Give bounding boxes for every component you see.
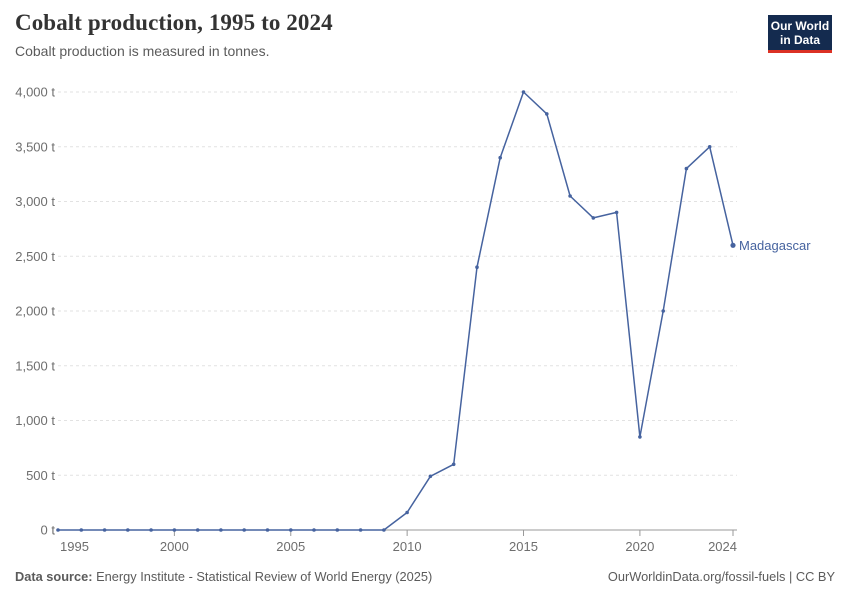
data-point[interactable] <box>614 210 619 215</box>
data-point[interactable] <box>591 216 596 220</box>
chart-subtitle: Cobalt production is measured in tonnes. <box>15 43 270 59</box>
data-source-label: Data source: <box>15 569 93 584</box>
data-point[interactable] <box>707 145 712 149</box>
data-point[interactable] <box>172 528 177 532</box>
data-point[interactable] <box>638 435 642 439</box>
data-point[interactable] <box>382 528 386 532</box>
x-axis-tick-label: 2020 <box>625 539 654 554</box>
y-axis-tick-label: 4,000 t <box>15 85 55 100</box>
data-point[interactable] <box>661 309 665 313</box>
data-point[interactable] <box>195 528 200 532</box>
data-point[interactable] <box>451 462 456 467</box>
data-point[interactable] <box>335 528 340 532</box>
data-point[interactable] <box>521 90 526 94</box>
y-axis-tick-label: 3,000 t <box>15 194 55 209</box>
owid-logo[interactable]: Our World in Data <box>768 15 832 54</box>
data-point[interactable] <box>730 242 736 248</box>
y-axis-tick-label: 500 t <box>26 468 55 483</box>
chart-footer: Data source: Energy Institute - Statisti… <box>15 569 835 584</box>
owid-logo-line2: in Data <box>779 33 820 48</box>
data-point[interactable] <box>358 528 363 532</box>
y-axis-tick-label: 1,500 t <box>15 358 55 373</box>
data-point[interactable] <box>149 528 153 532</box>
y-axis-tick-label: 1,000 t <box>15 413 55 428</box>
x-axis-tick-label: 2015 <box>509 539 538 554</box>
y-axis-tick-label: 2,000 t <box>15 304 55 319</box>
data-point[interactable] <box>289 528 293 532</box>
data-point[interactable] <box>126 528 130 532</box>
data-point[interactable] <box>405 510 409 515</box>
y-axis-tick-label: 3,500 t <box>15 139 55 154</box>
data-point[interactable] <box>219 528 223 532</box>
footer-credits-link[interactable]: OurWorldinData.org/fossil-fuels | CC BY <box>607 569 835 584</box>
x-axis-tick-label: 2000 <box>160 539 189 554</box>
owid-logo-line1: Our World <box>770 19 830 33</box>
x-axis-tick-label: 2024 <box>708 539 737 554</box>
series-line-madagascar[interactable] <box>57 91 734 531</box>
data-point[interactable] <box>242 528 246 532</box>
x-axis-tick-label: 2005 <box>276 539 305 554</box>
data-point[interactable] <box>545 112 549 116</box>
x-axis-tick-label: 2010 <box>393 539 422 554</box>
data-point[interactable] <box>265 528 270 532</box>
data-source-note: Data source: Energy Institute - Statisti… <box>15 569 432 584</box>
y-axis-tick-label: 0 t <box>41 523 56 538</box>
x-axis-tick-label: 1995 <box>60 539 89 554</box>
data-point[interactable] <box>79 528 84 532</box>
data-point[interactable] <box>312 528 316 532</box>
data-point[interactable] <box>102 528 107 532</box>
data-point[interactable] <box>498 155 503 160</box>
data-point[interactable] <box>428 474 433 479</box>
series-end-label[interactable]: Madagascar <box>739 238 811 253</box>
chart-header: Cobalt production, 1995 to 2024 Cobalt p… <box>15 10 835 59</box>
chart-title: Cobalt production, 1995 to 2024 <box>15 10 333 35</box>
data-point[interactable] <box>684 166 689 171</box>
data-point[interactable] <box>475 265 479 270</box>
data-source-text: Energy Institute - Statistical Review of… <box>96 569 433 584</box>
y-axis-tick-label: 2,500 t <box>15 249 55 264</box>
data-point[interactable] <box>56 528 60 532</box>
data-point[interactable] <box>568 194 572 198</box>
